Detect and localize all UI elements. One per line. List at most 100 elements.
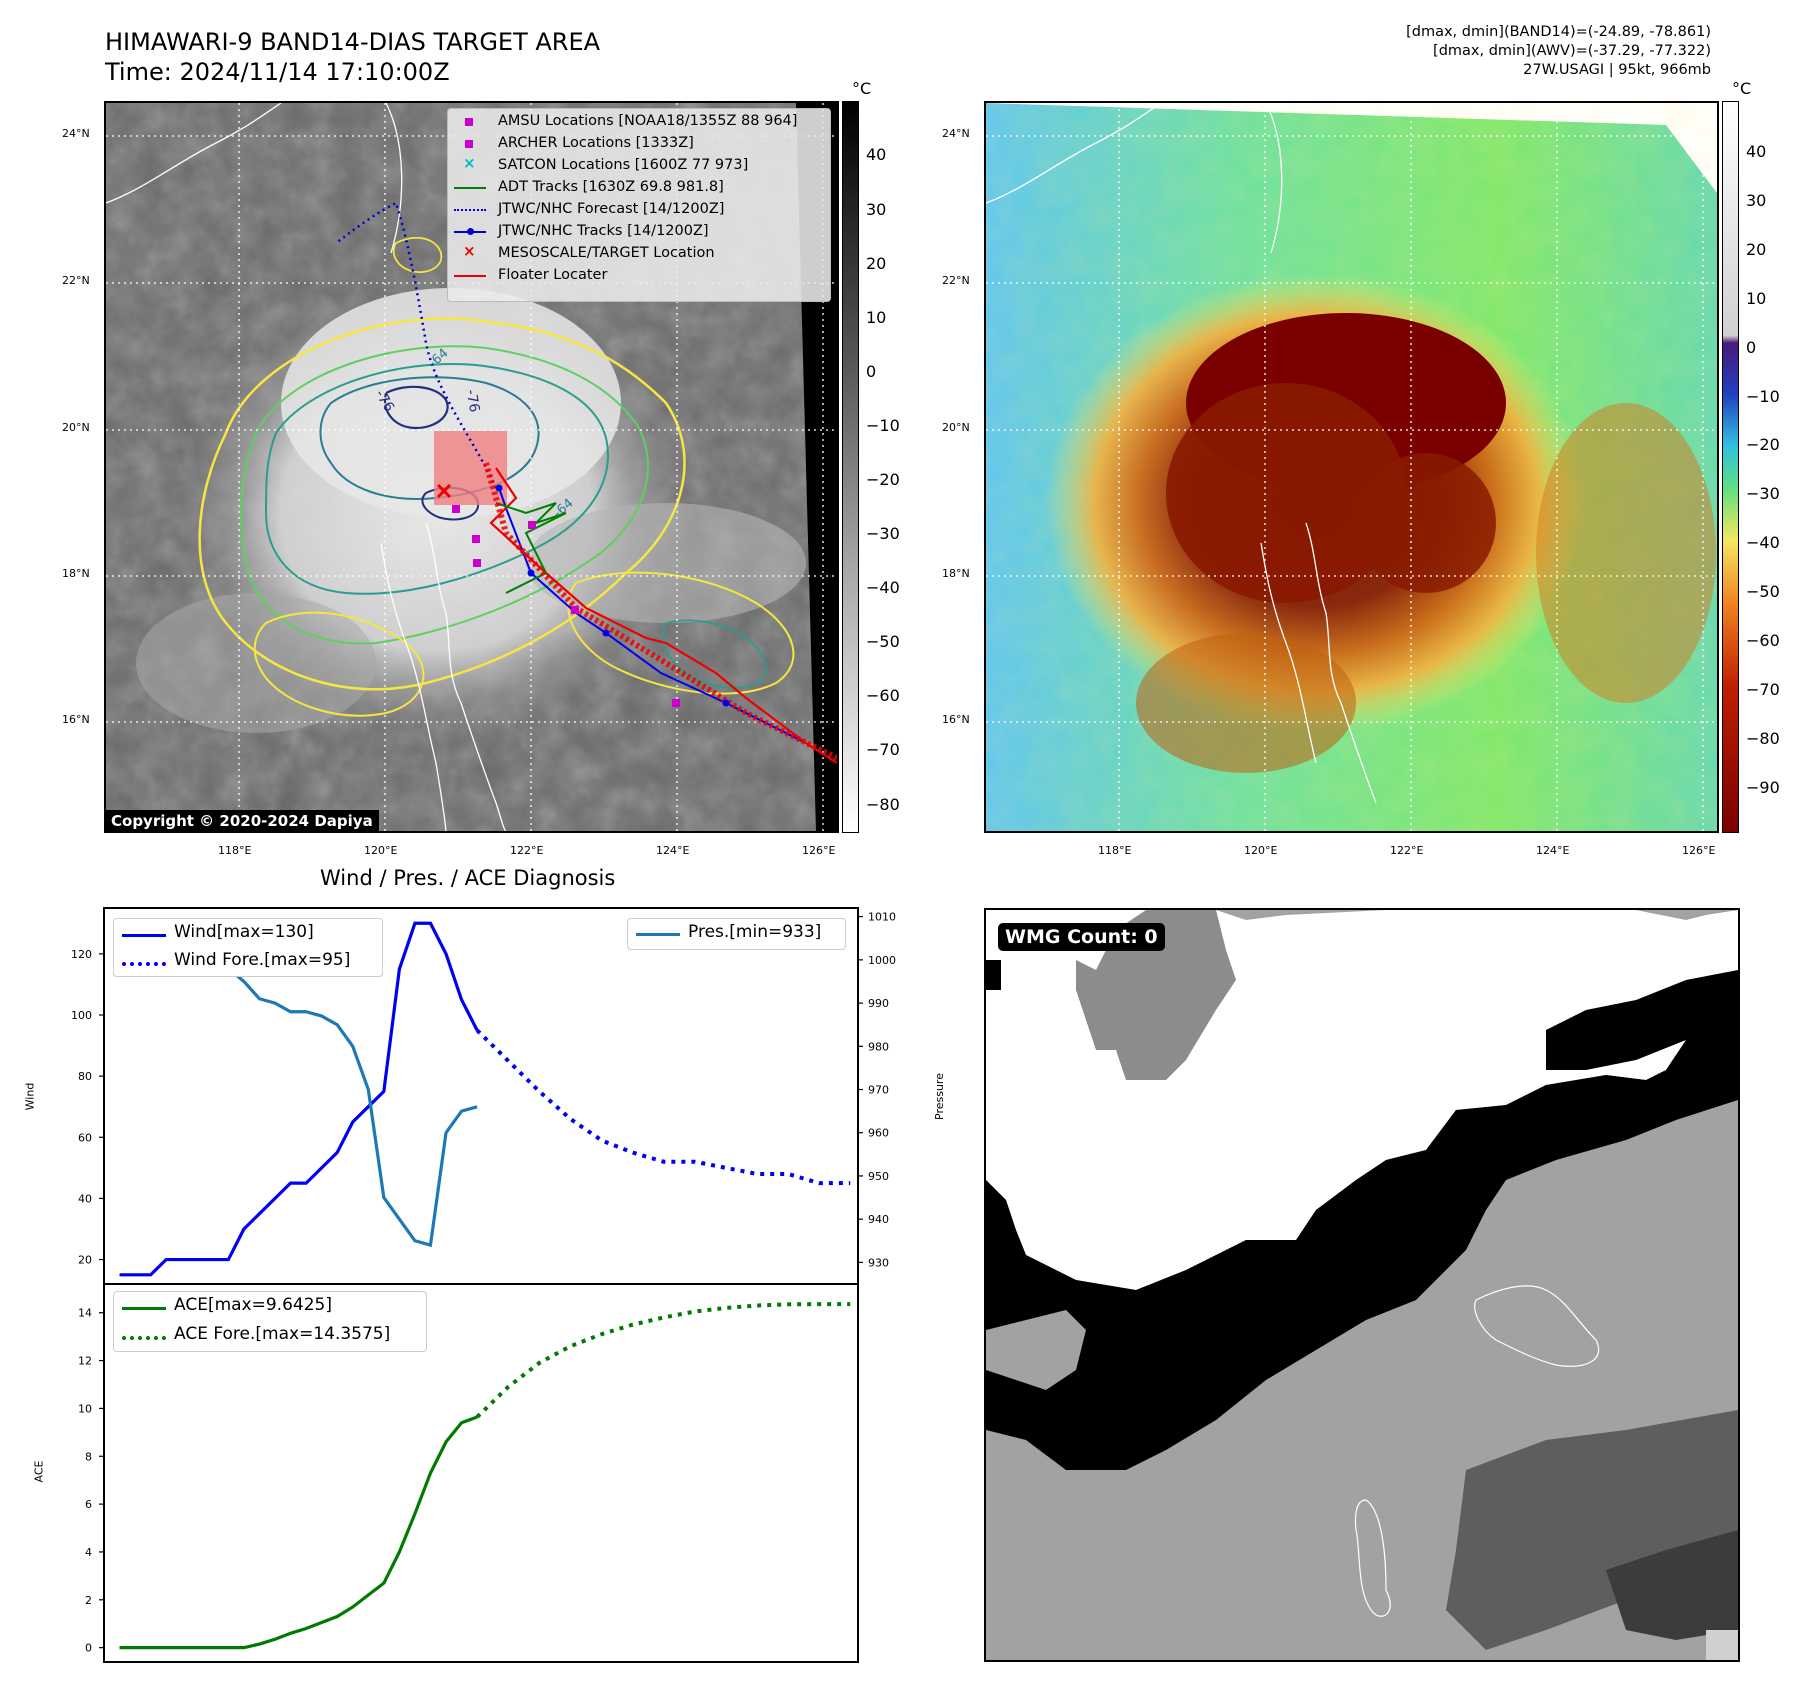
color-tick-20: 20 (1746, 240, 1767, 259)
color-tick-m60: −60 (1746, 631, 1780, 650)
contour-teal-2 (319, 376, 540, 500)
gray-tick-m20: −20 (866, 470, 900, 489)
color-lon-gridlines (1118, 103, 1704, 831)
diagnosis-title: Wind / Pres. / ACE Diagnosis (320, 866, 616, 890)
wind-axis-label: Wind (23, 1082, 37, 1111)
legend-mesoscale-marker: × (463, 242, 476, 260)
legend-ace-line (122, 1307, 166, 1310)
color-lat-label-24: 24°N (942, 127, 970, 140)
rainband-se (1536, 403, 1716, 703)
color-lon-label-118: 118°E (1098, 844, 1132, 857)
figure-title: HIMAWARI-9 BAND14-DIAS TARGET AREA (105, 28, 601, 56)
ace-ytick-label: 10 (78, 1402, 92, 1415)
contour-teal-se (662, 619, 768, 689)
legend-pressure-label: Pres.[min=933] (688, 922, 822, 942)
color-lat-gridlines (986, 135, 1717, 723)
legend-ace-forecast-label: ACE Fore.[max=14.3575] (174, 1324, 391, 1344)
lat-label-18: 18°N (62, 567, 90, 580)
color-tick-m80: −80 (1746, 729, 1780, 748)
contour-navy-1 (383, 385, 449, 430)
contour-yellow-se (567, 571, 795, 695)
storm-band-east (1356, 453, 1496, 593)
ace-ytick-label: 4 (85, 1546, 92, 1559)
ace-ytick-label: 6 (85, 1498, 92, 1511)
color-tick-30: 30 (1746, 191, 1767, 210)
amsu-marker (452, 505, 460, 513)
ace-forecast-series-line (475, 1302, 851, 1419)
color-tick-m30: −30 (1746, 484, 1780, 503)
awv-range: [dmax, dmin](AWV)=(-37.29, -77.322) (1433, 43, 1711, 59)
ace-axis-label: ACE (32, 1460, 46, 1483)
pressure-ytick-label: 940 (868, 1213, 889, 1226)
mesoscale-target-marker (436, 483, 452, 499)
lat-label-16: 16°N (62, 713, 90, 726)
color-tick-m20: −20 (1746, 435, 1780, 454)
contour-green-1 (239, 345, 649, 645)
lon-label-118: 118°E (218, 844, 252, 857)
coastline-luzon-west (380, 542, 447, 831)
ace-ytick-label: 0 (85, 1642, 92, 1655)
gray-tick-m10: −10 (866, 416, 900, 435)
legend-adt-marker (454, 187, 486, 189)
legend-floater-marker (454, 275, 486, 277)
pressure-ytick-label: 990 (868, 997, 889, 1010)
legend-pressure-line (636, 933, 680, 936)
legend-wind-label: Wind[max=130] (174, 922, 314, 942)
color-lat-label-16: 16°N (942, 713, 970, 726)
color-lat-label-18: 18°N (942, 567, 970, 580)
color-colorbar-unit: °C (1732, 79, 1752, 98)
color-lon-label-122: 122°E (1390, 844, 1424, 857)
wmg-coastline-2 (1354, 1499, 1391, 1617)
contour-yellow-sw (253, 611, 425, 717)
legend-ace-label: ACE[max=9.6425] (174, 1295, 332, 1315)
gray-colorbar-unit: °C (852, 79, 872, 98)
legend-wind-line (122, 934, 166, 937)
lat-label-22: 22°N (62, 274, 90, 287)
lon-label-122: 122°E (510, 844, 544, 857)
gray-tick-30: 30 (866, 200, 887, 219)
legend-amsu-marker (465, 118, 473, 126)
wmg-light-corner (1706, 1630, 1738, 1660)
color-tick-m50: −50 (1746, 582, 1780, 601)
wmg-panel[interactable]: WMG Count: 0 (984, 908, 1740, 1662)
color-tick-40: 40 (1746, 142, 1767, 161)
cloud-band-west (136, 593, 376, 733)
jtwc-track-point-1 (495, 484, 503, 492)
legend-mesoscale-label: MESOSCALE/TARGET Location (498, 245, 715, 261)
legend-tracks-label: JTWC/NHC Tracks [14/1200Z] (498, 223, 709, 239)
gray-tick-m70: −70 (866, 740, 900, 759)
wmg-count-badge: WMG Count: 0 (998, 923, 1165, 951)
color-lat-label-20: 20°N (942, 421, 970, 434)
jtwc-track (498, 487, 807, 744)
legend-tracks-dot (467, 228, 474, 235)
legend-archer-label: ARCHER Locations [1333Z] (498, 135, 694, 151)
grayscale-ir-map[interactable]: -76 -76 -64 -64 AMSU Locations [NOAA18/1… (104, 101, 839, 833)
jtwc-track-point-3 (602, 629, 610, 637)
gray-tick-m30: −30 (866, 524, 900, 543)
color-lon-label-124: 124°E (1536, 844, 1570, 857)
archer-marker-4 (672, 699, 680, 707)
contour-teal-1 (264, 363, 609, 595)
jtwc-track-point-2 (527, 569, 535, 577)
legend-satcon-marker: × (463, 154, 476, 172)
color-tick-10: 10 (1746, 289, 1767, 308)
wmg-black-left-top (986, 960, 1001, 990)
legend-adt-label: ADT Tracks [1630Z 69.8 981.8] (498, 179, 724, 195)
pressure-legend: Pres.[min=933] (627, 918, 846, 950)
pressure-series-line (119, 932, 478, 1248)
map-legend: AMSU Locations [NOAA18/1355Z 88 964] ARC… (447, 108, 831, 302)
legend-wind-forecast-label: Wind Fore.[max=95] (174, 950, 351, 970)
color-lat-label-22: 22°N (942, 274, 970, 287)
color-coastline-taiwan (1265, 103, 1283, 254)
pressure-ytick-label: 1000 (868, 954, 896, 967)
contour-yellow-n (392, 236, 443, 273)
gray-tick-m50: −50 (866, 632, 900, 651)
ace-series-line (119, 1415, 478, 1650)
ace-ytick-label: 8 (85, 1450, 92, 1463)
ace-legend: ACE[max=9.6425] ACE Fore.[max=14.3575] (113, 1291, 427, 1352)
wind-legend: Wind[max=130] Wind Fore.[max=95] (113, 918, 383, 977)
color-ir-map[interactable] (984, 101, 1719, 833)
color-lon-label-120: 120°E (1244, 844, 1278, 857)
storm-band-south (1136, 633, 1356, 773)
storm-info: 27W.USAGI | 95kt, 966mb (1523, 62, 1711, 78)
